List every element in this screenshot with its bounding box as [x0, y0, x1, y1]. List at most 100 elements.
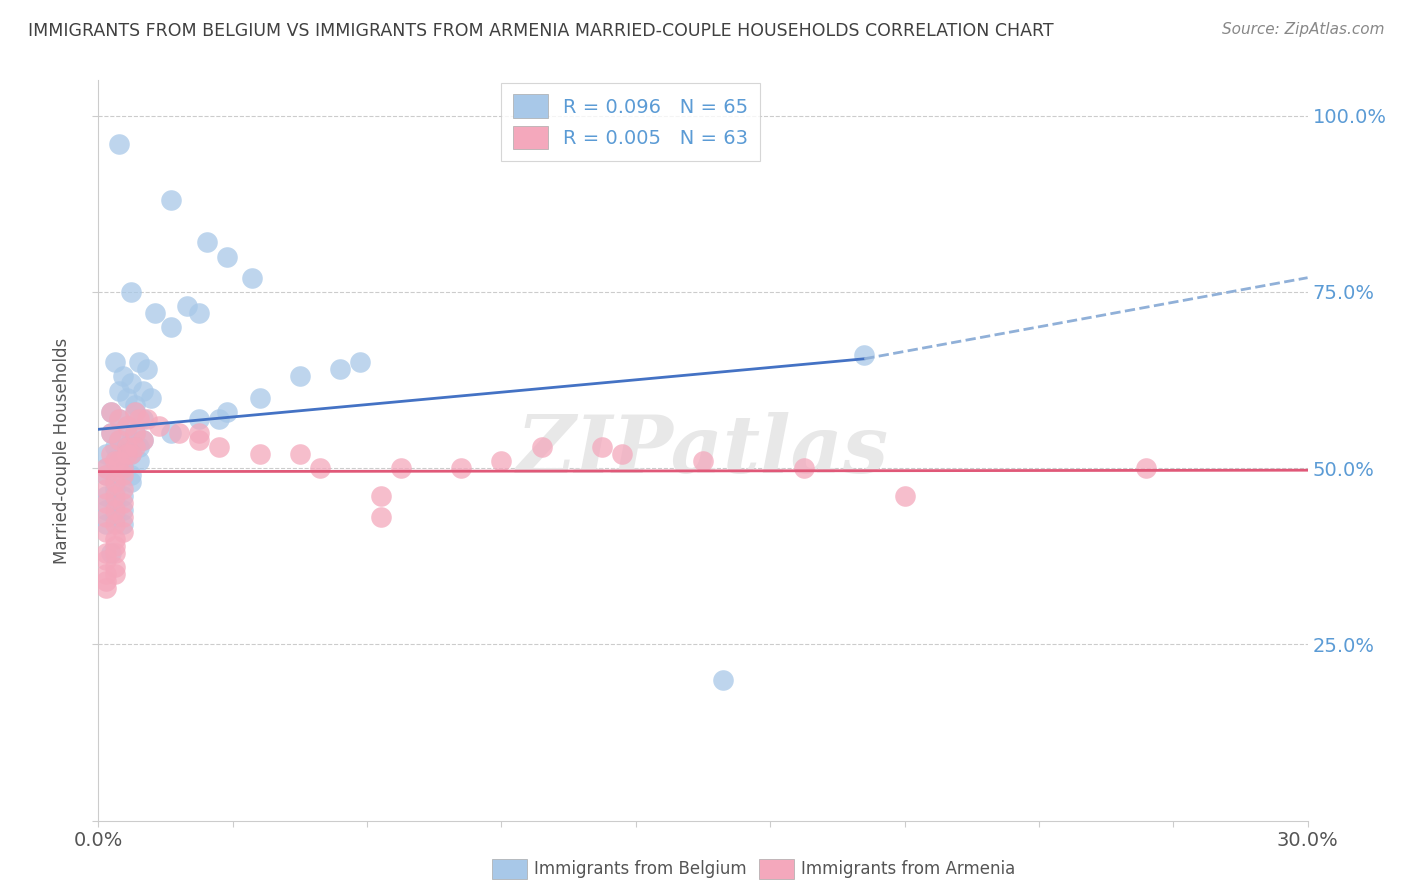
Point — [711, 673, 734, 687]
Point — [103, 503, 125, 517]
Point — [188, 425, 211, 440]
Point — [103, 532, 125, 546]
Point — [188, 306, 211, 320]
Point — [111, 482, 134, 496]
Point — [167, 425, 190, 440]
Point — [195, 235, 218, 250]
Point — [96, 482, 118, 496]
Point — [120, 475, 142, 490]
Point — [491, 454, 513, 468]
Point — [124, 405, 146, 419]
Point — [132, 411, 155, 425]
Point — [111, 517, 134, 532]
Point — [120, 447, 142, 461]
Point — [96, 496, 118, 510]
Point — [96, 468, 118, 483]
Point — [107, 411, 129, 425]
Point — [143, 306, 166, 320]
Point — [96, 524, 118, 539]
Point — [288, 369, 311, 384]
Point — [115, 418, 138, 433]
Point — [100, 405, 122, 419]
Point — [103, 454, 125, 468]
Point — [370, 489, 392, 503]
Point — [249, 447, 271, 461]
Point — [111, 503, 134, 517]
Point — [853, 348, 876, 362]
Point — [107, 433, 129, 447]
Point — [120, 376, 142, 391]
Point — [612, 447, 634, 461]
Point — [329, 362, 352, 376]
Legend: R = 0.096   N = 65, R = 0.005   N = 63: R = 0.096 N = 65, R = 0.005 N = 63 — [501, 83, 761, 161]
Point — [188, 411, 211, 425]
Point — [107, 136, 129, 151]
Point — [100, 546, 122, 560]
Point — [160, 193, 183, 207]
Point — [107, 454, 129, 468]
Point — [120, 433, 142, 447]
Point — [188, 433, 211, 447]
Y-axis label: Married-couple Households: Married-couple Households — [53, 337, 72, 564]
Point — [103, 475, 125, 490]
Point — [100, 425, 122, 440]
Point — [103, 489, 125, 503]
Point — [309, 461, 332, 475]
Point — [115, 447, 138, 461]
Text: IMMIGRANTS FROM BELGIUM VS IMMIGRANTS FROM ARMENIA MARRIED-COUPLE HOUSEHOLDS COR: IMMIGRANTS FROM BELGIUM VS IMMIGRANTS FR… — [28, 22, 1053, 40]
Point — [120, 468, 142, 483]
Point — [96, 468, 118, 483]
Point — [96, 447, 118, 461]
Point — [160, 320, 183, 334]
Point — [530, 440, 553, 454]
FancyBboxPatch shape — [492, 859, 527, 879]
Point — [120, 285, 142, 299]
Point — [249, 391, 271, 405]
Point — [107, 411, 129, 425]
Point — [135, 411, 157, 425]
Point — [124, 405, 146, 419]
Point — [128, 440, 150, 454]
Point — [111, 510, 134, 524]
Point — [103, 559, 125, 574]
Point — [111, 461, 134, 475]
Point — [111, 447, 134, 461]
Point — [124, 425, 146, 440]
Text: ZIPatlas: ZIPatlas — [517, 412, 889, 489]
Point — [208, 440, 231, 454]
Point — [128, 454, 150, 468]
Point — [107, 433, 129, 447]
Point — [111, 489, 134, 503]
Point — [96, 461, 118, 475]
Point — [96, 489, 118, 503]
Point — [115, 440, 138, 454]
Point — [135, 362, 157, 376]
Point — [100, 447, 122, 461]
Point — [240, 270, 263, 285]
Point — [128, 411, 150, 425]
Text: Immigrants from Belgium: Immigrants from Belgium — [534, 860, 747, 878]
Point — [139, 391, 162, 405]
Point — [103, 546, 125, 560]
Point — [103, 355, 125, 369]
Point — [349, 355, 371, 369]
Point — [96, 581, 118, 595]
Point — [370, 510, 392, 524]
Point — [217, 250, 239, 264]
Point — [591, 440, 613, 454]
Point — [124, 440, 146, 454]
Point — [96, 503, 118, 517]
Point — [96, 517, 118, 532]
Point — [160, 425, 183, 440]
Text: Immigrants from Armenia: Immigrants from Armenia — [801, 860, 1015, 878]
Text: Source: ZipAtlas.com: Source: ZipAtlas.com — [1222, 22, 1385, 37]
Point — [103, 475, 125, 490]
Point — [120, 447, 142, 461]
Point — [103, 510, 125, 524]
Point — [96, 566, 118, 581]
Point — [893, 489, 915, 503]
Point — [103, 517, 125, 532]
Point — [176, 299, 198, 313]
Point — [132, 433, 155, 447]
Point — [111, 496, 134, 510]
